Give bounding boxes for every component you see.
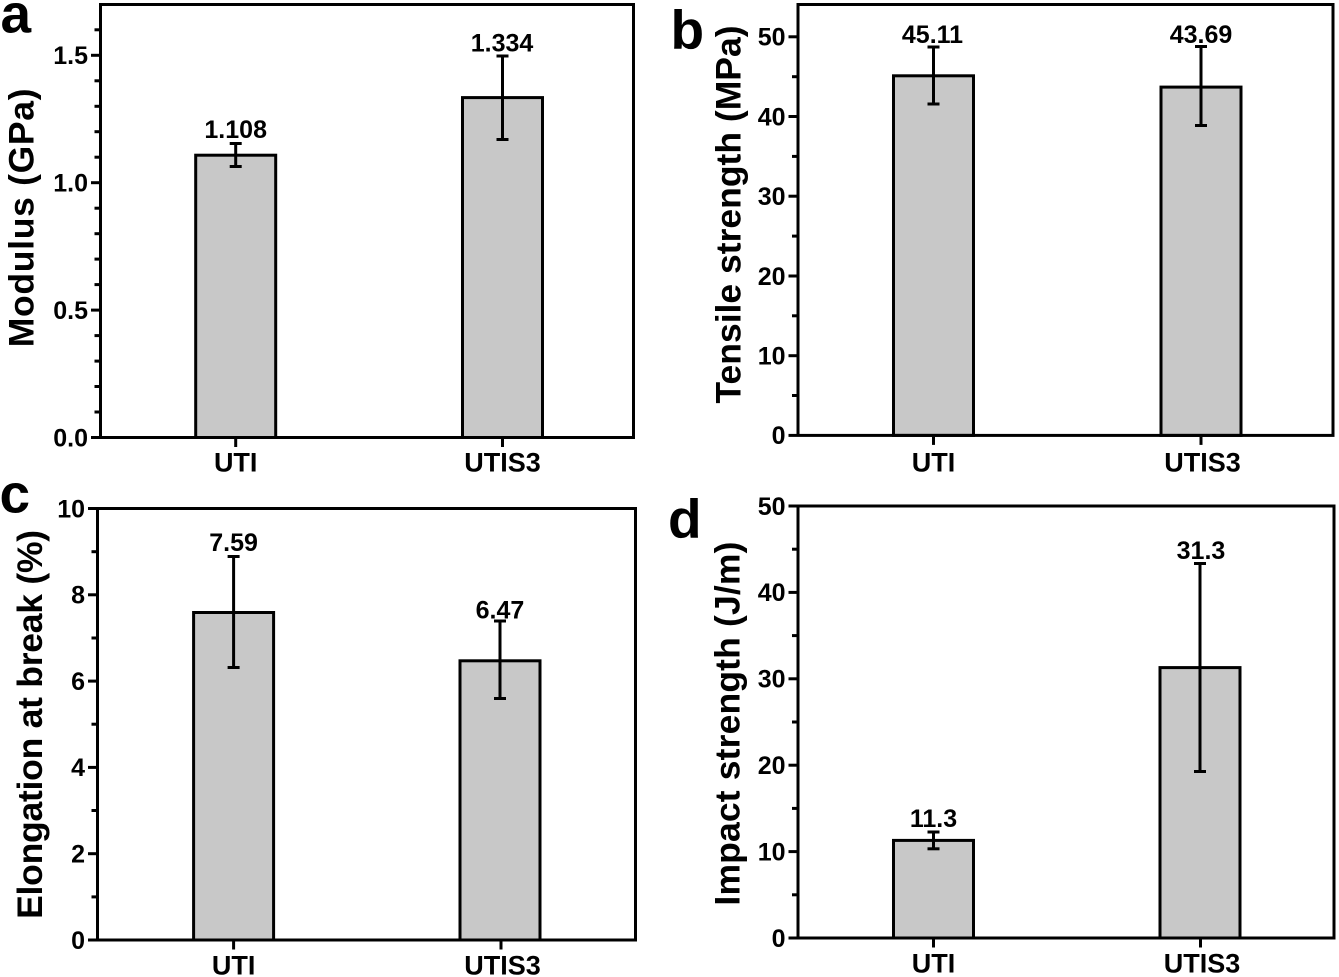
svg-text:20: 20 (758, 752, 786, 780)
svg-text:UTI: UTI (912, 448, 956, 478)
svg-text:1.108: 1.108 (204, 116, 267, 144)
svg-text:8: 8 (71, 582, 85, 610)
svg-text:6: 6 (71, 668, 85, 696)
svg-text:UTIS3: UTIS3 (464, 448, 541, 478)
svg-text:0: 0 (71, 927, 85, 955)
svg-text:UTIS3: UTIS3 (1164, 448, 1241, 478)
svg-text:1.334: 1.334 (471, 29, 534, 57)
svg-text:40: 40 (758, 103, 786, 131)
svg-text:d: d (668, 488, 702, 550)
svg-text:50: 50 (758, 493, 786, 521)
svg-text:0.5: 0.5 (53, 297, 88, 325)
svg-text:43.69: 43.69 (1170, 21, 1233, 49)
svg-text:6.47: 6.47 (476, 596, 525, 624)
svg-text:a: a (1, 0, 32, 45)
svg-text:c: c (0, 463, 30, 525)
svg-text:UTI: UTI (214, 448, 258, 478)
svg-text:31.3: 31.3 (1177, 537, 1226, 565)
svg-text:UTI: UTI (912, 949, 956, 977)
svg-text:Tensile strength (MPa): Tensile strength (MPa) (709, 25, 749, 403)
svg-text:45.11: 45.11 (902, 21, 963, 49)
svg-text:Elongation at break (%): Elongation at break (%) (10, 530, 50, 919)
svg-text:0: 0 (772, 422, 786, 450)
svg-text:Impact strength (J/m): Impact strength (J/m) (708, 541, 748, 905)
svg-text:40: 40 (758, 579, 786, 607)
svg-text:UTIS3: UTIS3 (1164, 949, 1241, 977)
svg-text:2: 2 (71, 841, 85, 869)
svg-text:4: 4 (71, 754, 85, 782)
svg-text:10: 10 (57, 495, 85, 523)
svg-text:0.0: 0.0 (53, 424, 88, 452)
svg-text:0: 0 (772, 925, 786, 953)
svg-text:20: 20 (758, 263, 786, 291)
svg-text:10: 10 (758, 838, 786, 866)
svg-text:UTI: UTI (212, 951, 256, 977)
svg-text:Modulus (GPa): Modulus (GPa) (2, 88, 42, 348)
svg-text:11.3: 11.3 (910, 805, 957, 833)
svg-text:10: 10 (758, 343, 786, 371)
svg-text:30: 30 (758, 666, 786, 694)
svg-text:7.59: 7.59 (209, 529, 258, 557)
svg-text:30: 30 (758, 183, 786, 211)
svg-text:1.0: 1.0 (53, 170, 88, 198)
svg-text:1.5: 1.5 (53, 42, 88, 70)
svg-text:b: b (671, 0, 705, 61)
svg-text:UTIS3: UTIS3 (464, 951, 541, 977)
svg-text:50: 50 (758, 24, 786, 52)
